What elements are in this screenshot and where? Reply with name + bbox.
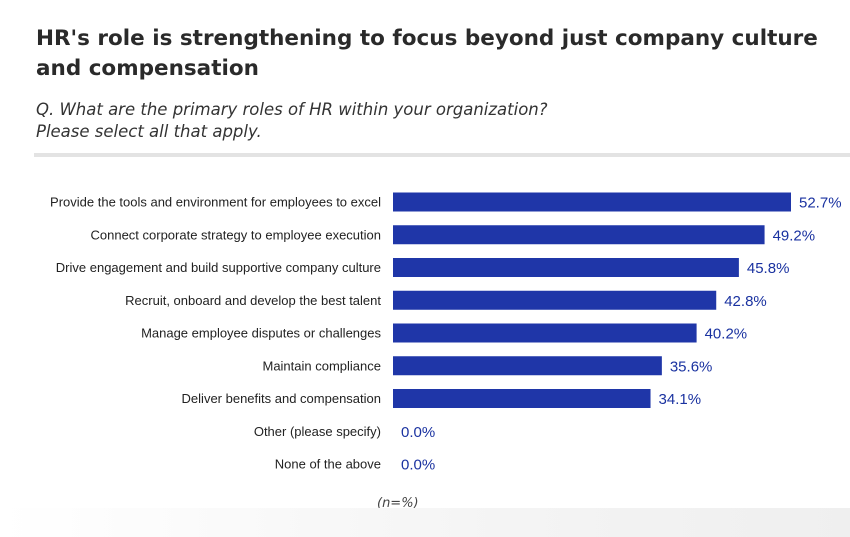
category-label: Other (please specify) [254,424,381,439]
value-label: 42.8% [724,293,767,310]
category-label: Provide the tools and environment for em… [50,195,381,210]
value-label: 0.0% [401,424,435,441]
chart-title: HR's role is strengthening to focus beyo… [36,26,818,81]
subtitle-instruction: Please select all that apply. [36,122,262,141]
category-label: Maintain compliance [262,358,381,373]
value-label: 49.2% [773,227,816,244]
value-label: 52.7% [799,195,842,212]
value-label: 0.0% [401,457,435,474]
chart-subtitle: Q. What are the primary roles of HR with… [36,99,826,143]
bar [393,192,791,212]
bar [393,290,717,310]
bottom-band [0,508,850,537]
category-label: Recruit, onboard and develop the best ta… [125,293,381,308]
bar [393,225,765,245]
bar [393,389,651,408]
value-label: 40.2% [705,326,748,343]
category-label: Deliver benefits and compensation [182,391,381,406]
value-label: 35.6% [670,358,713,375]
value-label: 45.8% [747,260,790,277]
subtitle-question: Q. What are the primary roles of HR with… [36,100,548,119]
category-label: None of the above [275,457,381,472]
bar [393,356,662,376]
footnote: (n=%) [377,496,419,511]
bar [393,258,739,277]
value-label: 34.1% [659,391,702,408]
header-divider [34,153,850,157]
bar [393,323,697,343]
category-label: Manage employee disputes or challenges [141,326,381,341]
category-label: Drive engagement and build supportive co… [56,260,381,275]
category-label: Connect corporate strategy to employee e… [90,227,381,242]
